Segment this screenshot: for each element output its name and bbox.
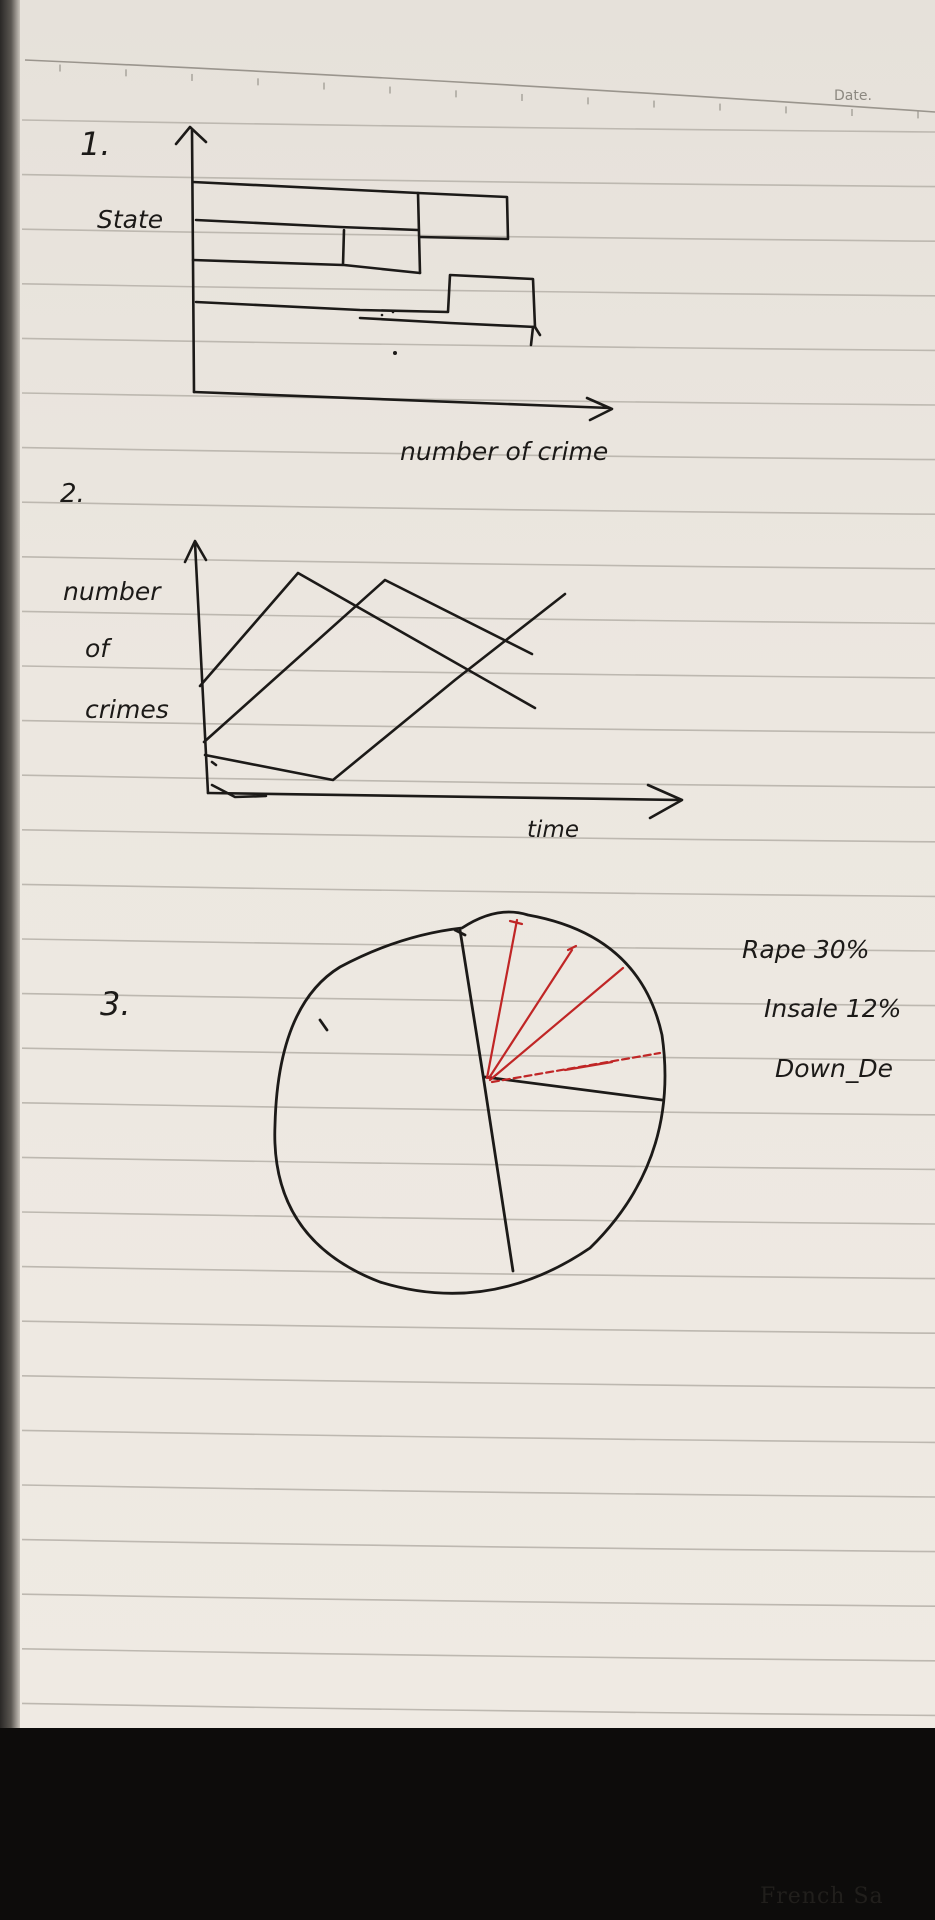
- header-tick-marks: [59, 64, 919, 119]
- ruled-line: [21, 1538, 935, 1553]
- ruled-line: [21, 173, 935, 188]
- sketch-1-x-axis-arrow: [585, 396, 614, 422]
- notebook-binding: [0, 0, 20, 1728]
- sketch-3-red-line-1: [485, 918, 519, 1080]
- sketch-3-legend-1: Rape 30%: [742, 935, 869, 964]
- sketch-1-y-axis-arrow: [174, 125, 208, 146]
- sketch-2-series-2: [202, 578, 534, 744]
- date-label: Date.: [834, 88, 872, 104]
- ruled-line: [21, 1047, 935, 1061]
- ruled-line: [21, 1702, 935, 1717]
- ruled-line: [21, 556, 935, 570]
- sketch-3-circle-mark: [318, 1018, 329, 1032]
- ruled-line: [21, 1211, 935, 1225]
- sketch-2-x-axis-arrow: [646, 783, 684, 820]
- sketch-2-line-chart: [183, 539, 684, 820]
- surface-print-text: French Sa: [760, 1884, 884, 1909]
- sketch-3-number: 3.: [100, 985, 131, 1023]
- sketch-3-slice-line-1: [458, 928, 515, 1273]
- sketch-3-red-line-3: [488, 966, 625, 1082]
- sketch-1-bar-1: [191, 180, 510, 241]
- ruled-line: [21, 1484, 935, 1498]
- ruled-line: [21, 829, 935, 843]
- sketch-1-y-label: State: [97, 205, 163, 234]
- ruled-line: [21, 1102, 935, 1116]
- sketch-1-tick-2: [529, 325, 535, 347]
- sketch-3-red-slices: [485, 918, 662, 1084]
- ruled-line: [21, 228, 935, 242]
- sketch-2-y-axis: [193, 541, 210, 795]
- notebook-page: 1. State number of crime 2. number of cr…: [0, 0, 935, 1728]
- sketch-3-legend-3: Down_De: [775, 1054, 893, 1083]
- sketch-1-bar-2: [194, 218, 420, 232]
- sketch-3-pie-circle: [273, 910, 667, 1295]
- ruled-line: [21, 883, 935, 898]
- ruled-line: [21, 1593, 935, 1607]
- ruled-line: [21, 1265, 935, 1280]
- sketch-3-red-line-4: [490, 1051, 662, 1084]
- sketch-3-red-tick: [508, 919, 524, 926]
- sketch-1-number: 1.: [80, 125, 111, 163]
- ruled-line: [21, 283, 935, 297]
- sketch-1-stray-marks: [380, 310, 397, 355]
- sketch-2-x-axis: [206, 791, 682, 802]
- ruled-lines: [21, 119, 935, 1717]
- sketch-1-bar-4: [194, 273, 537, 329]
- sketch-1-divider-1: [416, 191, 422, 275]
- sketch-1-bar-chart: [174, 125, 614, 422]
- sketch-1-x-label: number of crime: [400, 437, 608, 466]
- sketch-1-bar-3: [191, 228, 422, 275]
- ruled-line: [21, 501, 935, 515]
- sketch-2-series-3: [203, 592, 567, 782]
- sketch-2-series-1: [198, 571, 537, 710]
- ruled-line: [21, 610, 935, 625]
- sketch-3-red-mark: [566, 944, 578, 952]
- sketch-2-y-label-line-3: crimes: [85, 695, 169, 724]
- ruled-line: [21, 1429, 935, 1444]
- ruled-line: [21, 119, 935, 133]
- ruled-line: [21, 446, 935, 461]
- sketch-canvas: 1. State number of crime 2. number of cr…: [21, 59, 935, 1717]
- ruled-line: [21, 1375, 935, 1389]
- sketch-3-red-line-2: [487, 948, 574, 1080]
- ruled-line: [21, 337, 935, 352]
- sketch-2-y-label-line-1: number: [63, 577, 162, 606]
- sketch-3-circle-tick: [453, 928, 467, 937]
- sketch-2-tick: [210, 760, 218, 767]
- ruled-line: [21, 774, 935, 788]
- sketch-2-y-axis-arrow: [183, 539, 208, 564]
- ruled-line: [21, 392, 935, 406]
- date-header-rule: [24, 59, 935, 113]
- sketch-3-pie-chart: [273, 910, 667, 1295]
- sketch-2-y-label-line-2: of: [85, 634, 112, 663]
- ruled-line: [21, 938, 935, 952]
- sketch-2-number: 2.: [60, 479, 85, 509]
- sketch-3-legend-2: Insale 12%: [764, 994, 901, 1023]
- sketch-2-x-label: time: [527, 817, 579, 843]
- sketch-2-x-axis-start: [210, 783, 268, 799]
- sketch-1-tick-1: [533, 325, 542, 337]
- sketch-3-slice-line-2: [483, 1075, 664, 1102]
- ruled-line: [21, 1320, 935, 1334]
- ruled-line: [21, 1156, 935, 1171]
- ruled-line: [21, 992, 935, 1007]
- ruled-line: [21, 1648, 935, 1662]
- sketch-1-x-axis: [192, 390, 612, 410]
- sketch-3-red-line-5: [563, 1060, 614, 1072]
- ruled-line: [21, 719, 935, 734]
